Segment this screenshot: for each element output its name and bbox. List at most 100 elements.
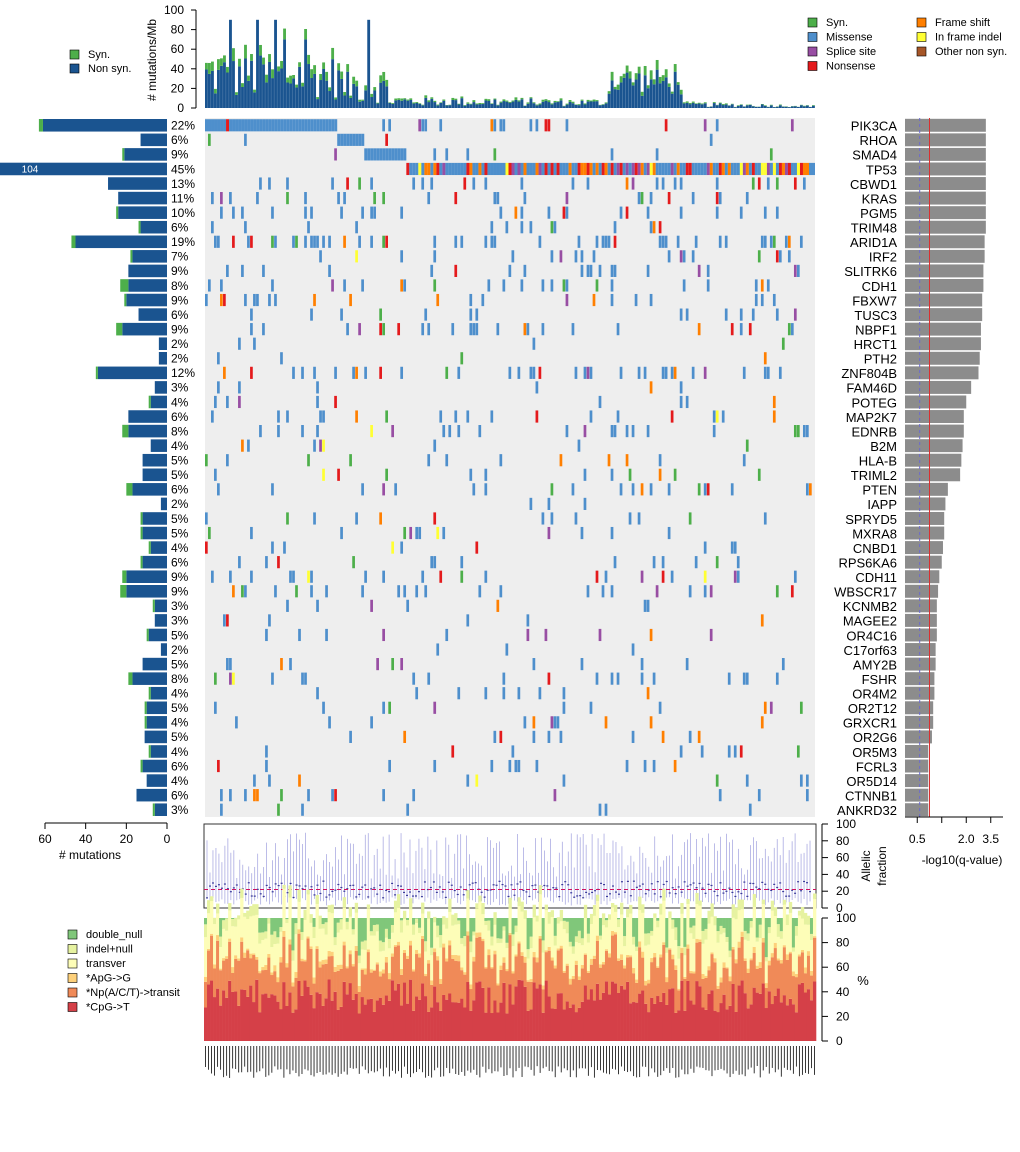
context-bar-indel_null	[641, 904, 645, 913]
matrix-cell	[439, 162, 443, 176]
matrix-cell	[709, 162, 713, 176]
matrix-cell	[427, 162, 431, 176]
context-bar-np_transit	[225, 958, 229, 998]
matrix-cell	[760, 293, 764, 307]
matrix-cell	[334, 366, 337, 379]
context-bar-transver	[222, 928, 226, 959]
count-bar-nonsyn	[160, 497, 167, 511]
burden-bar-syn	[376, 102, 380, 104]
matrix-cell	[589, 366, 593, 379]
burden-bar-nonsyn	[538, 104, 542, 108]
context-bar-np_transit	[228, 941, 232, 981]
matrix-cell	[349, 293, 352, 307]
context-bar-transver	[683, 955, 687, 977]
context-bar-np_transit	[454, 960, 458, 1003]
matrix-cell	[454, 410, 458, 423]
matrix-cell	[226, 614, 229, 627]
burden-bar-syn	[334, 97, 338, 100]
matrix-cell	[367, 148, 371, 161]
matrix-cell	[310, 235, 313, 248]
qvalue-bar	[905, 133, 986, 147]
matrix-cell	[625, 425, 629, 438]
burden-bar-nonsyn	[379, 82, 383, 108]
count-bar-nonsyn	[146, 701, 167, 715]
context-bar-indel_null	[421, 902, 425, 914]
matrix-cell	[496, 162, 500, 176]
matrix-cell	[739, 323, 743, 336]
ctx-tick-label: 60	[836, 960, 850, 974]
context-bar-indel_null	[339, 919, 343, 930]
context-bar-indel_null	[728, 950, 732, 958]
matrix-cell	[457, 162, 461, 176]
matrix-cell	[640, 192, 644, 205]
context-bar-np_transit	[752, 952, 757, 988]
context-bar-apg_g	[448, 940, 452, 946]
context-bar-transver	[484, 925, 488, 967]
matrix-cell	[757, 789, 761, 802]
matrix-cell	[610, 425, 614, 438]
gene-percent-label: 8%	[171, 424, 189, 438]
gene-percent-label: 2%	[171, 352, 189, 366]
context-bar-double_null	[436, 918, 440, 926]
matrix-cell	[370, 206, 373, 219]
burden-tick-label: 20	[171, 81, 185, 95]
context-bar-cpg_t	[255, 979, 259, 1041]
context-bar-cpg_t	[424, 996, 428, 1041]
context-bar-apg_g	[704, 975, 708, 978]
matrix-cell	[550, 250, 554, 263]
context-bar-np_transit	[285, 967, 289, 1006]
matrix-cell	[715, 774, 719, 787]
matrix-cell	[754, 293, 758, 307]
burden-bar-nonsyn	[403, 99, 407, 108]
context-bar-cpg_t	[773, 995, 778, 1041]
context-bar-transver	[568, 946, 573, 979]
context-bar-double_null	[490, 918, 494, 937]
context-bar-double_null	[469, 918, 473, 942]
matrix-cell	[220, 293, 223, 307]
context-bar-apg_g	[680, 947, 684, 954]
matrix-cell	[265, 119, 269, 132]
matrix-cell	[499, 585, 503, 598]
context-bar-apg_g	[620, 954, 624, 960]
matrix-cell	[664, 162, 668, 176]
matrix-cell	[274, 235, 277, 248]
burden-bar-nonsyn	[673, 71, 677, 108]
matrix-cell	[289, 570, 292, 583]
matrix-cell	[796, 264, 800, 277]
context-bar-np_transit	[523, 962, 527, 987]
context-bar-indel_null	[255, 904, 259, 915]
context-bar-indel_null	[267, 918, 271, 924]
context-bar-np_transit	[309, 948, 313, 995]
matrix-cell	[640, 483, 644, 496]
burden-bar-syn	[370, 93, 374, 98]
context-bar-indel_null	[779, 931, 784, 939]
matrix-cell	[340, 133, 344, 146]
matrix-cell	[586, 162, 590, 176]
matrix-cell	[310, 585, 313, 598]
matrix-cell	[214, 468, 217, 481]
context-bar-indel_null	[788, 901, 793, 913]
context-bar-double_null	[722, 918, 726, 929]
burden-bar-syn	[571, 101, 575, 104]
context-bar-transver	[629, 913, 633, 956]
context-bar-cpg_t	[318, 993, 322, 1041]
matrix-cell	[529, 366, 533, 379]
context-bar-transver	[644, 945, 648, 981]
context-bar-apg_g	[770, 953, 775, 958]
context-bar-cpg_t	[472, 1000, 476, 1041]
context-bar-np_transit	[595, 941, 600, 984]
matrix-cell	[553, 221, 557, 234]
context-bar-indel_null	[544, 904, 548, 911]
context-bar-np_transit	[617, 960, 621, 993]
matrix-cell	[793, 264, 797, 277]
matrix-cell	[379, 148, 383, 161]
gene-percent-label: 4%	[171, 687, 189, 701]
matrix-cell	[697, 730, 701, 743]
matrix-cell	[244, 293, 247, 307]
matrix-cell	[688, 512, 692, 525]
burden-bar-syn	[295, 84, 299, 88]
context-bar-indel_null	[737, 899, 741, 911]
matrix-cell	[703, 541, 707, 554]
context-bar-double_null	[294, 918, 298, 924]
matrix-cell	[547, 730, 551, 743]
